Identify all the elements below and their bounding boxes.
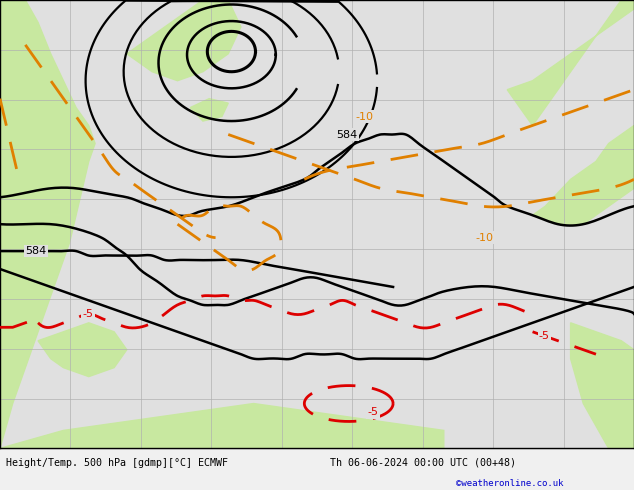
Polygon shape [533,125,634,224]
Text: -5: -5 [82,309,93,319]
Text: -10: -10 [355,112,373,122]
Polygon shape [0,27,51,90]
Text: -10: -10 [476,233,493,243]
Polygon shape [127,0,241,81]
Text: 584: 584 [25,246,47,256]
Polygon shape [507,0,634,125]
Polygon shape [0,404,444,448]
Text: ©weatheronline.co.uk: ©weatheronline.co.uk [456,479,564,488]
Polygon shape [38,323,127,377]
Text: -5: -5 [368,408,378,417]
Text: -5: -5 [539,331,550,341]
Text: Height/Temp. 500 hPa [gdmp][°C] ECMWF: Height/Temp. 500 hPa [gdmp][°C] ECMWF [6,458,228,468]
Text: 584: 584 [336,129,358,140]
Polygon shape [0,0,95,448]
Text: Th 06-06-2024 00:00 UTC (00+48): Th 06-06-2024 00:00 UTC (00+48) [330,458,515,468]
Polygon shape [190,98,228,121]
Polygon shape [571,323,634,448]
